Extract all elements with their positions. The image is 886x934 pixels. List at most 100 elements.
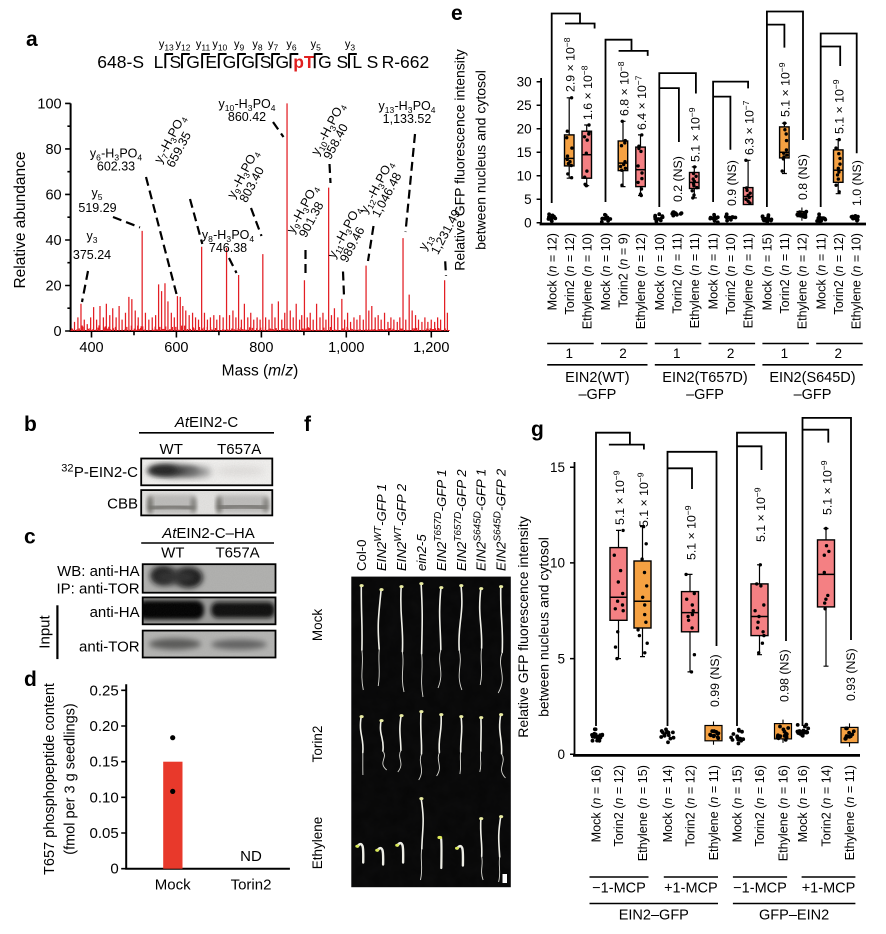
svg-text:EIN2(S645D): EIN2(S645D) xyxy=(769,370,855,386)
svg-text:y11: y11 xyxy=(196,39,211,53)
svg-text:d: d xyxy=(24,668,37,691)
svg-text:S: S xyxy=(337,52,349,72)
svg-text:Ethylene (n = 12): Ethylene (n = 12) xyxy=(634,233,648,329)
svg-text:1,133.52: 1,133.52 xyxy=(383,112,432,126)
svg-text:between nucleus and cytosol: between nucleus and cytosol xyxy=(472,70,488,250)
svg-text:AtEIN2-C–HA: AtEIN2-C–HA xyxy=(161,525,255,542)
svg-text:Torin2 (n = 12): Torin2 (n = 12) xyxy=(612,765,626,847)
svg-text:−1-MCP: −1-MCP xyxy=(733,881,787,897)
svg-text:EIN2WT -GFP 2: EIN2WT -GFP 2 xyxy=(393,483,409,571)
svg-text:T657A: T657A xyxy=(215,545,259,562)
svg-text:L: L xyxy=(154,52,164,72)
svg-text:G: G xyxy=(186,52,200,72)
svg-text:Relative abundance: Relative abundance xyxy=(12,151,29,288)
svg-text:5.1 × 10−9: 5.1 × 10−9 xyxy=(831,79,847,134)
svg-text:G: G xyxy=(276,52,290,72)
svg-text:Ethylene (n = 11): Ethylene (n = 11) xyxy=(707,765,721,860)
svg-text:y8 -H3 PO4: y8 -H3 PO4 xyxy=(202,228,255,244)
svg-text:Mock (n = 14): Mock (n = 14) xyxy=(661,765,675,842)
svg-text:S: S xyxy=(367,52,379,72)
svg-text:5.1 × 10−9: 5.1 × 10−9 xyxy=(752,487,768,542)
svg-text:32 P-EIN2-C: 32 P-EIN2-C xyxy=(61,463,138,482)
svg-text:Mock (n = 12): Mock (n = 12) xyxy=(545,233,559,310)
svg-text:EIN2T657D -GFP 2: EIN2T657D -GFP 2 xyxy=(453,469,469,571)
svg-text:6.4 × 10−7: 6.4 × 10−7 xyxy=(633,75,649,130)
svg-text:Mock: Mock xyxy=(155,877,191,894)
svg-text:15: 15 xyxy=(517,145,532,160)
svg-text:Torin2 (n = 12): Torin2 (n = 12) xyxy=(684,765,698,847)
svg-text:ND: ND xyxy=(240,848,262,865)
svg-text:0.20: 0.20 xyxy=(89,718,118,735)
svg-text:Torin2 (n = 11): Torin2 (n = 11) xyxy=(778,233,792,314)
svg-text:Ethylene (n = 11): Ethylene (n = 11) xyxy=(843,765,857,860)
svg-text:T657A: T657A xyxy=(217,441,261,458)
svg-text:L: L xyxy=(352,52,362,72)
svg-text:a: a xyxy=(26,28,38,51)
svg-text:IP: anti-TOR: IP: anti-TOR xyxy=(57,581,140,598)
svg-text:2: 2 xyxy=(619,346,627,361)
svg-text:1: 1 xyxy=(673,346,681,361)
svg-text:Torin2: Torin2 xyxy=(231,877,272,894)
svg-text:0: 0 xyxy=(54,324,62,340)
svg-text:602.33: 602.33 xyxy=(97,160,135,174)
svg-text:5.1 × 10−9: 5.1 × 10−9 xyxy=(635,472,651,527)
svg-text:5: 5 xyxy=(524,192,532,207)
svg-text:R-662: R-662 xyxy=(382,52,430,72)
svg-text:–GFP: –GFP xyxy=(686,387,724,403)
svg-text:10: 10 xyxy=(517,169,532,184)
svg-text:Ethylene (n = 11): Ethylene (n = 11) xyxy=(688,233,702,328)
svg-text:EIN2WT -GFP 1: EIN2WT -GFP 1 xyxy=(373,484,389,571)
svg-text:EIN2(T657D): EIN2(T657D) xyxy=(662,370,747,386)
svg-text:EIN2–GFP: EIN2–GFP xyxy=(619,908,689,924)
svg-text:80: 80 xyxy=(45,142,61,158)
svg-text:Mock: Mock xyxy=(310,609,325,642)
svg-text:G: G xyxy=(318,52,332,72)
svg-text:EIN2S645D -GFP 1: EIN2S645D -GFP 1 xyxy=(473,469,489,571)
svg-text:375.24: 375.24 xyxy=(73,248,111,262)
svg-text:WT: WT xyxy=(160,441,183,458)
svg-text:CBB: CBB xyxy=(107,496,138,513)
svg-text:400: 400 xyxy=(79,340,103,356)
svg-text:y3: y3 xyxy=(345,39,356,53)
svg-text:10: 10 xyxy=(550,556,565,571)
svg-text:b: b xyxy=(24,413,37,436)
svg-text:+1-MCP: +1-MCP xyxy=(802,881,856,897)
svg-text:1: 1 xyxy=(781,346,789,361)
svg-text:30: 30 xyxy=(517,75,532,90)
svg-text:E: E xyxy=(205,52,217,72)
svg-text:–GFP: –GFP xyxy=(794,387,832,403)
svg-text:c: c xyxy=(24,526,36,549)
svg-text:Torin2 (n = 14): Torin2 (n = 14) xyxy=(820,765,834,847)
svg-text:519.29: 519.29 xyxy=(78,201,116,215)
svg-text:0.15: 0.15 xyxy=(89,754,118,771)
svg-text:(fmol per 3 g seedlings): (fmol per 3 g seedlings) xyxy=(63,703,79,855)
svg-text:860.42: 860.42 xyxy=(228,110,266,124)
svg-text:y12: y12 xyxy=(176,39,191,53)
svg-text:Torin2 (n = 11): Torin2 (n = 11) xyxy=(670,233,684,314)
svg-text:EIN2(WT): EIN2(WT) xyxy=(565,370,629,386)
svg-text:Col-0: Col-0 xyxy=(354,539,369,571)
svg-text:anti-HA: anti-HA xyxy=(90,604,140,621)
svg-text:AtEIN2-C: AtEIN2-C xyxy=(174,414,239,431)
svg-text:WT: WT xyxy=(161,545,184,562)
svg-text:Torin2 (n = 10): Torin2 (n = 10) xyxy=(724,233,738,315)
svg-text:60: 60 xyxy=(45,187,61,203)
svg-text:G: G xyxy=(241,52,255,72)
svg-text:Mass (m/z): Mass (m/z) xyxy=(222,363,299,380)
svg-text:anti-TOR: anti-TOR xyxy=(79,639,140,656)
svg-text:y6 -H3 PO4: y6 -H3 PO4 xyxy=(90,147,143,163)
svg-text:ein2-5: ein2-5 xyxy=(414,534,429,571)
svg-text:2: 2 xyxy=(727,346,735,361)
svg-text:Relative GFP fluorescence inte: Relative GFP fluorescence intensity xyxy=(515,516,531,738)
svg-text:0.10: 0.10 xyxy=(89,789,118,806)
svg-text:648-S: 648-S xyxy=(97,52,144,72)
svg-text:GFP–EIN2: GFP–EIN2 xyxy=(759,908,829,924)
svg-text:Torin2 (n = 16): Torin2 (n = 16) xyxy=(753,765,767,847)
svg-text:0.2 (NS): 0.2 (NS) xyxy=(671,156,685,202)
svg-text:y13: y13 xyxy=(159,39,174,53)
svg-text:Mock (n = 11): Mock (n = 11) xyxy=(814,233,828,309)
svg-text:Mock (n = 10): Mock (n = 10) xyxy=(653,233,667,310)
svg-text:800: 800 xyxy=(249,340,273,356)
svg-text:0.05: 0.05 xyxy=(89,825,118,842)
svg-text:Ethylene (n = 11): Ethylene (n = 11) xyxy=(742,233,756,328)
